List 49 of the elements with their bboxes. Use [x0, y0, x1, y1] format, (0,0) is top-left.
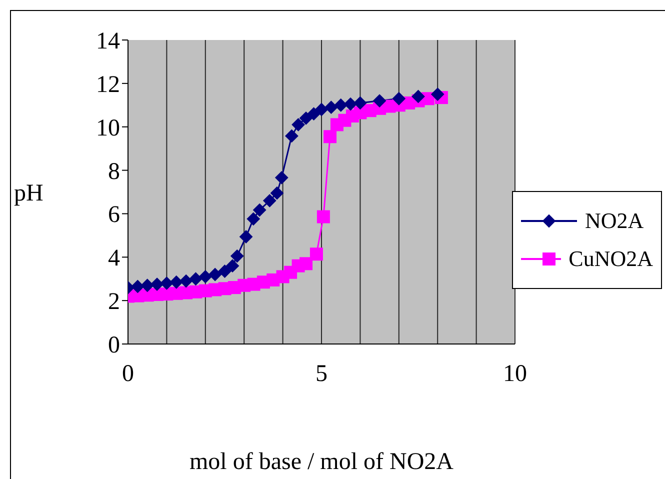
point — [412, 90, 425, 103]
point — [218, 264, 232, 278]
y-tick-label: 6 — [108, 202, 120, 228]
point — [240, 230, 253, 244]
point — [431, 88, 444, 101]
point — [310, 248, 323, 261]
point — [131, 280, 144, 293]
y-tick-label: 2 — [108, 289, 120, 316]
y-tick-label: 8 — [108, 158, 120, 185]
point — [270, 186, 284, 200]
point — [140, 278, 154, 292]
x-tick-label: 10 — [503, 361, 527, 388]
point — [324, 100, 338, 114]
point — [354, 96, 367, 110]
point — [226, 259, 239, 272]
x-tick-label: 5 — [316, 361, 328, 388]
point — [307, 107, 320, 120]
point — [170, 276, 183, 289]
point — [180, 274, 193, 288]
y-tick-label: 0 — [108, 332, 120, 359]
point — [285, 129, 298, 142]
y-tick-label: 10 — [96, 115, 120, 142]
point — [263, 194, 276, 208]
point — [189, 272, 202, 286]
point — [253, 204, 266, 217]
point — [373, 94, 386, 108]
point — [246, 212, 260, 226]
point — [324, 130, 337, 144]
x-axis-title: mol of base / mol of NO2A — [190, 449, 454, 475]
point — [334, 98, 348, 112]
point — [275, 171, 288, 184]
point — [392, 92, 406, 106]
point — [208, 268, 222, 282]
point — [344, 98, 358, 111]
point — [292, 118, 305, 132]
point — [300, 112, 313, 125]
point — [230, 250, 244, 263]
point — [300, 257, 313, 270]
y-tick-label: 12 — [96, 72, 120, 98]
y-tick-label: 14 — [96, 28, 120, 55]
point — [315, 102, 328, 116]
legend-label: CuNO2A — [568, 244, 653, 272]
y-tick-label: 4 — [108, 246, 120, 272]
point — [316, 210, 330, 224]
legend-label: NO2A — [585, 206, 644, 234]
point — [198, 270, 212, 284]
y-axis-title: pH — [14, 180, 44, 207]
point — [160, 276, 174, 290]
point — [150, 278, 164, 291]
